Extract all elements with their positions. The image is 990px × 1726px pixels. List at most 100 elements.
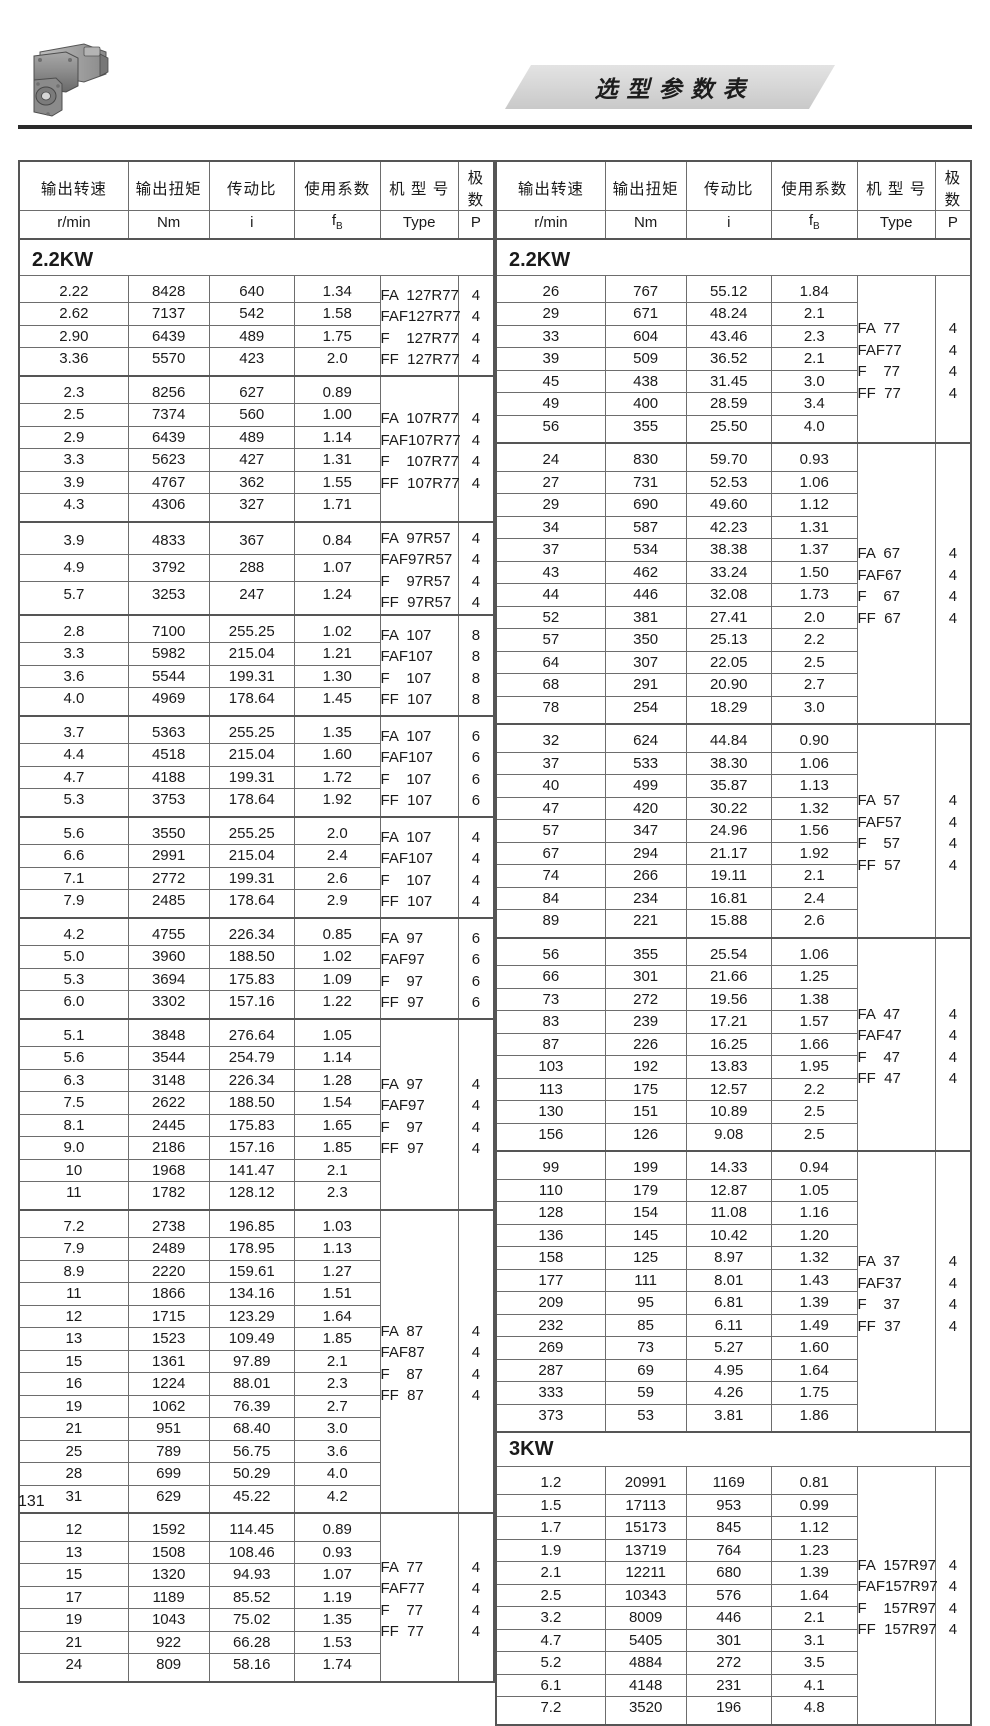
cell-nm: 2991 — [127, 844, 210, 868]
header-cn-rpm: 输出转速 — [495, 160, 606, 211]
cell-i: 6.81 — [685, 1291, 772, 1315]
cell-rpm: 2.9 — [18, 425, 129, 449]
header-cn-servicefactor: 使用系数 — [771, 160, 858, 211]
cell-i: 178.64 — [208, 889, 295, 918]
cell-nm: 3848 — [127, 1018, 210, 1047]
poles-value: 4 — [471, 286, 481, 304]
table-row: 27 731 52.53 1.06 — [495, 470, 971, 494]
cell-fb: 1.35 — [294, 1608, 381, 1632]
table-row: 33 604 43.46 2.3 — [495, 324, 971, 348]
poles-value: 4 — [948, 1556, 958, 1574]
header-divider-rule — [18, 125, 972, 129]
cell-fb: 1.13 — [294, 1237, 381, 1261]
type-label: FF 127R77 — [380, 351, 460, 368]
cell-rpm: 27 — [495, 470, 606, 494]
cell-nm: 4188 — [127, 765, 210, 789]
cell-i: 17.21 — [685, 1010, 772, 1034]
cell-rpm: 2.5 — [495, 1583, 606, 1607]
cell-type-group: FA 127R77 FAF127R77 F 127R77 FF 127R77 — [379, 274, 461, 376]
cell-nm: 5544 — [127, 664, 210, 688]
right-table-column: 输出转速 输出扭矩 传动比 使用系数 机 型 号 极 数 r/min Nm i … — [495, 160, 972, 1726]
cell-i: 109.49 — [208, 1327, 295, 1351]
cell-fb: 1.58 — [294, 302, 381, 326]
cell-i: 215.04 — [208, 642, 295, 666]
title-banner: 选型参数表 — [505, 63, 835, 111]
cell-nm: 809 — [127, 1653, 210, 1682]
cell-rpm: 89 — [495, 909, 606, 938]
cell-fb: 0.93 — [771, 442, 858, 472]
table-row: 73 272 19.56 1.38 — [495, 987, 971, 1011]
table-row: 28 699 50.29 4.0 — [18, 1462, 494, 1486]
cell-nm: 400 — [604, 392, 687, 416]
table-row: 130 151 10.89 2.5 — [495, 1100, 971, 1124]
header-cn-type: 机 型 号 — [379, 160, 459, 211]
table-row: 10 1968 141.47 2.1 — [18, 1158, 494, 1182]
cell-i: 301 — [685, 1628, 772, 1652]
cell-fb: 2.1 — [771, 1606, 858, 1630]
cell-i: 44.84 — [685, 723, 772, 753]
cell-fb: 2.5 — [771, 650, 858, 674]
cell-rpm: 33 — [495, 324, 606, 348]
cell-rpm: 16 — [18, 1372, 129, 1396]
cell-fb: 1.23 — [771, 1538, 858, 1562]
cell-rpm: 19 — [18, 1608, 129, 1632]
cell-nm: 3960 — [127, 945, 210, 969]
spec-block: 26 767 55.12 1.84 FA 77 FAF77 F 77 FF 77 4 4 4 4 29 6… — [495, 274, 972, 444]
type-label: FAF77 — [380, 1580, 425, 1598]
cell-fb: 1.85 — [294, 1327, 381, 1351]
cell-poles-group: 4 4 4 4 — [457, 1512, 495, 1682]
cell-rpm: 5.3 — [18, 967, 129, 991]
cell-fb: 1.22 — [294, 990, 381, 1019]
table-row: 21 951 68.40 3.0 — [18, 1417, 494, 1441]
type-label: FAF157R97 — [857, 1578, 938, 1596]
table-row: 2.3 8256 627 0.89 FA 107R77 FAF107R77 F 107R77… — [18, 375, 495, 522]
cell-rpm: 56 — [495, 414, 606, 444]
cell-nm: 4755 — [127, 917, 210, 946]
cell-type-group: FA 107 FAF107 F 107 FF 107 — [379, 816, 459, 918]
table-row: 136 145 10.42 1.20 — [495, 1223, 971, 1247]
type-label: F 107 — [380, 770, 432, 788]
cell-nm: 699 — [127, 1462, 210, 1486]
header-cn-poles: 极 数 — [934, 160, 972, 211]
poles-value: 4 — [948, 1578, 958, 1596]
table-row: 333 59 4.26 1.75 — [495, 1381, 971, 1405]
cell-nm: 2772 — [127, 866, 210, 890]
cell-nm: 534 — [604, 538, 687, 562]
spec-block: 2.3 8256 627 0.89 FA 107R77 FAF107R77 F 107R77… — [18, 375, 495, 522]
poles-value: 6 — [471, 749, 481, 766]
cell-fb: 1.07 — [294, 1563, 381, 1587]
poles-value: 4 — [948, 320, 958, 338]
cell-poles-group: 4 4 4 4 — [934, 442, 972, 725]
cell-rpm: 12 — [18, 1512, 129, 1542]
cell-fb: 1.07 — [294, 554, 381, 582]
cell-type-group: FA 107 FAF107 F 107 FF 107 — [379, 715, 459, 817]
cell-i: 680 — [685, 1561, 772, 1585]
header-en-poles: P — [934, 210, 972, 240]
cell-i: 423 — [208, 347, 295, 376]
cell-i: 36.52 — [685, 347, 772, 371]
header-en-rpm: r/min — [18, 210, 129, 240]
cell-nm: 381 — [604, 605, 687, 629]
cell-fb: 0.85 — [294, 917, 381, 946]
cell-rpm: 3.6 — [18, 664, 129, 688]
cell-nm: 1361 — [127, 1349, 210, 1373]
cell-fb: 1.31 — [294, 448, 381, 472]
cell-fb: 1.27 — [294, 1259, 381, 1283]
cell-fb: 2.4 — [294, 844, 381, 868]
cell-fb: 0.99 — [771, 1493, 858, 1517]
poles-value: 6 — [471, 727, 481, 745]
poles-value: 4 — [471, 529, 481, 547]
left-table-column: 输出转速 输出扭矩 传动比 使用系数 机 型 号 极 数 r/min Nm i … — [18, 160, 495, 1726]
table-row: 15 1361 97.89 2.1 — [18, 1349, 494, 1373]
cell-nm: 266 — [604, 864, 687, 888]
cell-fb: 1.53 — [294, 1630, 381, 1654]
cell-i: 18.29 — [685, 695, 772, 725]
cell-fb: 4.1 — [771, 1673, 858, 1697]
cell-rpm: 110 — [495, 1178, 606, 1202]
spec-block: 3.9 4833 367 0.84 FA 97R57 FAF97R57 F 97R57 FF … — [18, 520, 495, 616]
cell-i: 8.01 — [685, 1268, 772, 1292]
type-label: FA 37 — [857, 1253, 901, 1270]
cell-rpm: 57 — [495, 819, 606, 843]
cell-nm: 533 — [604, 751, 687, 775]
cell-rpm: 7.1 — [18, 866, 129, 890]
